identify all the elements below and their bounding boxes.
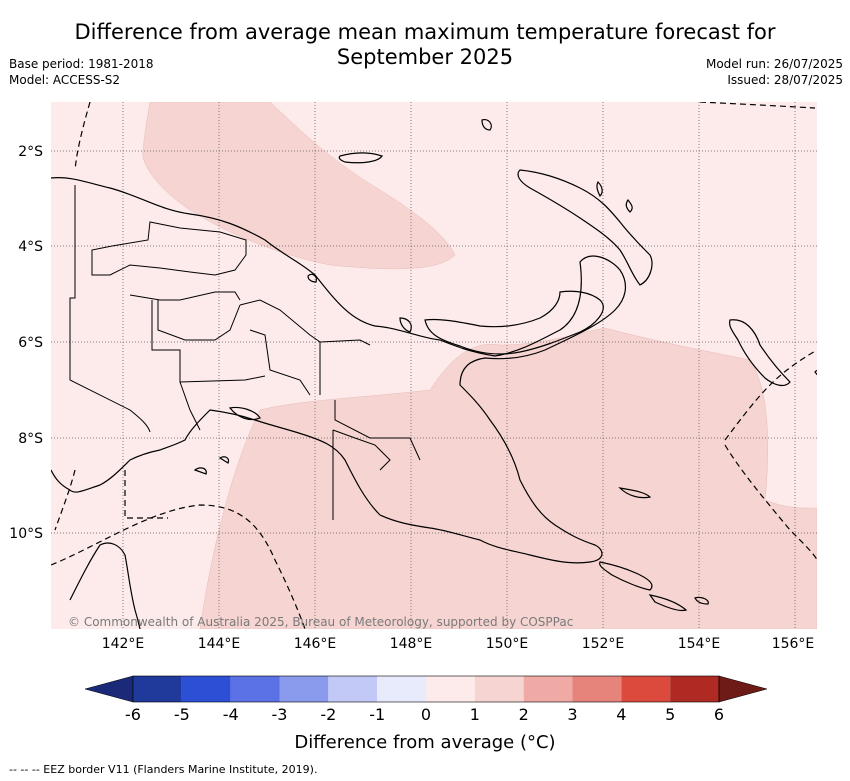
latitude-labels: 2°S 4°S 6°S 8°S 10°S — [9, 144, 43, 542]
colorbar-title: Difference from average (°C) — [294, 732, 556, 753]
new-guinea-coast — [51, 177, 627, 564]
colorbar-tick-label: 6 — [714, 705, 724, 724]
lat-label-8s: 8°S — [18, 431, 43, 447]
lon-label-156e: 156°E — [772, 636, 815, 652]
lat-label-4s: 4°S — [18, 239, 43, 255]
colorbar-segment — [230, 676, 280, 702]
colorbar-segment — [572, 676, 622, 702]
colorbar-frame — [132, 675, 720, 703]
admin-boundaries — [69, 185, 421, 520]
colorbar-segment — [621, 676, 671, 702]
colorbar-segment — [279, 676, 329, 702]
colorbar-segment — [523, 676, 573, 702]
lon-label-148e: 148°E — [390, 636, 433, 652]
bougainville-coast — [728, 319, 791, 387]
lat-label-6s: 6°S — [18, 335, 43, 351]
base-period: Base period: 1981-2018 — [9, 57, 154, 71]
colorbar-tick-label: -2 — [320, 705, 336, 724]
cape-york-coast — [69, 542, 141, 629]
colorbar-segment — [328, 676, 378, 702]
colorbar: -6 -5 -4 -3 -2 -1 0 1 2 3 4 5 6 — [84, 675, 768, 724]
colorbar-tick-label: 1 — [470, 705, 480, 724]
colorbar-tick-label: 5 — [665, 705, 675, 724]
eez-legend: -- -- -- EEZ border V11 (Flanders Marine… — [9, 763, 318, 776]
title-line-1: Difference from average mean maximum tem… — [74, 20, 776, 44]
colorbar-segment — [377, 676, 426, 702]
colorbar-tick-label: -1 — [369, 705, 385, 724]
colorbar-segment — [670, 676, 719, 702]
colorbar-segment — [426, 676, 475, 702]
map-area: © Commonwealth of Australia 2025, Bureau… — [51, 102, 817, 629]
new-ireland-coast — [517, 169, 653, 286]
png-indonesia-border — [69, 185, 151, 433]
model-name: Model: ACCESS-S2 — [9, 73, 121, 87]
anomaly-zone-1-2-north — [142, 102, 456, 270]
colorbar-segment — [474, 676, 524, 702]
copyright-notice: © Commonwealth of Australia 2025, Bureau… — [68, 615, 573, 629]
colorbar-tick-label: -3 — [272, 705, 288, 724]
colorbar-tick-label: -6 — [125, 705, 141, 724]
colorbar-tick-label: -5 — [174, 705, 190, 724]
lon-label-142e: 142°E — [102, 636, 145, 652]
colorbar-tick-label: 2 — [519, 705, 529, 724]
lon-label-146e: 146°E — [294, 636, 337, 652]
graticule — [51, 102, 817, 629]
colorbar-tick-label: -4 — [223, 705, 239, 724]
model-run: Model run: 26/07/2025 — [705, 57, 843, 71]
lat-label-10s: 10°S — [9, 526, 43, 542]
title-line-2: September 2025 — [336, 45, 514, 69]
colorbar-under-triangle — [84, 675, 134, 703]
lat-label-2s: 2°S — [18, 144, 43, 160]
colorbar-tick-label: 0 — [421, 705, 431, 724]
lon-label-144e: 144°E — [198, 636, 241, 652]
longitude-labels: 142°E 144°E 146°E 148°E 150°E 152°E 154°… — [102, 636, 815, 652]
meta-left: Base period: 1981-2018 Model: ACCESS-S2 — [9, 56, 154, 88]
colorbar-tick-label: 4 — [616, 705, 626, 724]
map-title: Difference from average mean maximum tem… — [0, 20, 850, 70]
colorbar-over-triangle — [718, 675, 768, 703]
meta-right: Model run: 26/07/2025 Issued: 28/07/2025 — [706, 56, 843, 88]
coastlines — [51, 119, 817, 629]
issued-date: Issued: 28/07/2025 — [727, 73, 843, 87]
colorbar-segment — [133, 676, 182, 702]
louisiade-coast — [599, 561, 653, 591]
colorbar-segment — [181, 676, 231, 702]
lon-label-154e: 154°E — [678, 636, 721, 652]
manus-coast — [338, 152, 383, 164]
colorbar-tick-label: 3 — [567, 705, 577, 724]
lon-label-152e: 152°E — [582, 636, 625, 652]
lon-label-150e: 150°E — [486, 636, 529, 652]
new-britain-coast — [424, 290, 604, 355]
eez-border — [51, 102, 817, 629]
